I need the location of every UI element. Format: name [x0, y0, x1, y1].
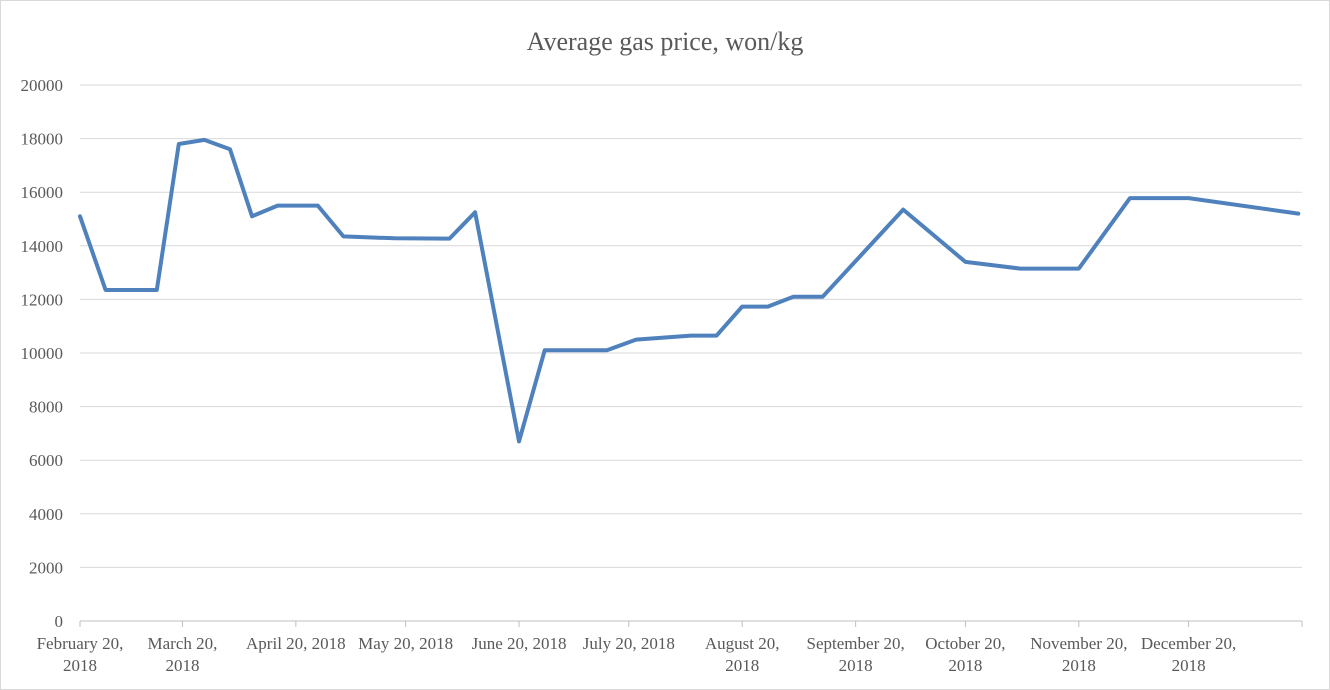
y-tick-label: 4000	[29, 505, 63, 524]
x-tick-label-line: 2018	[63, 656, 97, 675]
x-tick-label: October 20, 2018	[925, 634, 1005, 675]
x-tick-label-line: December 20,	[1141, 634, 1236, 653]
x-tick-label: May 20, 2018	[358, 634, 453, 653]
x-tick-label: July 20, 2018	[583, 634, 675, 653]
x-tick-label-line: October 20,	[925, 634, 1005, 653]
x-tick-label: December 20, 2018	[1141, 634, 1236, 675]
y-tick-label: 2000	[29, 558, 63, 577]
x-tick-label: April 20, 2018	[246, 634, 346, 653]
y-tick-label: 6000	[29, 451, 63, 470]
x-tick-label-line: August 20,	[705, 634, 780, 653]
y-tick-label: 10000	[21, 344, 64, 363]
y-axis-tick-labels: 0 2000 4000 6000 8000 10000 12000 14000 16000 180…	[21, 76, 64, 631]
series-line	[78, 137, 1301, 444]
y-tick-label: 14000	[21, 237, 64, 256]
y-tick-label: 16000	[21, 183, 64, 202]
x-tick-label-line: September 20,	[807, 634, 905, 653]
x-tick-label: August 20, 2018	[705, 634, 780, 675]
x-tick-label-line: June 20, 2018	[472, 634, 567, 653]
y-tick-label: 20000	[21, 76, 64, 95]
y-tick-label: 8000	[29, 398, 63, 417]
x-tick-label-line: April 20, 2018	[246, 634, 346, 653]
x-tick-label: March 20, 2018	[148, 634, 218, 675]
y-tick-label: 12000	[21, 290, 64, 309]
x-tick-label-line: March 20,	[148, 634, 218, 653]
y-tick-label: 18000	[21, 130, 64, 149]
series-layer	[78, 137, 1301, 444]
y-tick-label: 0	[55, 612, 64, 631]
gridlines	[80, 84, 1302, 622]
x-tick-label: November 20, 2018	[1030, 634, 1127, 675]
chart-title: Average gas price, won/kg	[527, 27, 804, 56]
x-tick-label-line: February 20,	[37, 634, 124, 653]
x-tick-label-line: 2018	[948, 656, 982, 675]
x-tick-label-line: 2018	[725, 656, 759, 675]
x-tick-label-line: 2018	[839, 656, 873, 675]
x-tick-label-line: May 20, 2018	[358, 634, 453, 653]
x-tick-label-line: 2018	[1172, 656, 1206, 675]
x-tick-label-line: 2018	[165, 656, 199, 675]
x-tick-label: September 20, 2018	[807, 634, 905, 675]
x-tick-label: February 20, 2018	[37, 634, 124, 675]
x-tick-label-line: July 20, 2018	[583, 634, 675, 653]
x-tick-label-line: November 20,	[1030, 634, 1127, 653]
x-tick-label-line: 2018	[1062, 656, 1096, 675]
x-axis-tick-labels: February 20, 2018 March 20, 2018 April 20, 2…	[37, 621, 1303, 675]
x-tick-label: June 20, 2018	[472, 634, 567, 653]
